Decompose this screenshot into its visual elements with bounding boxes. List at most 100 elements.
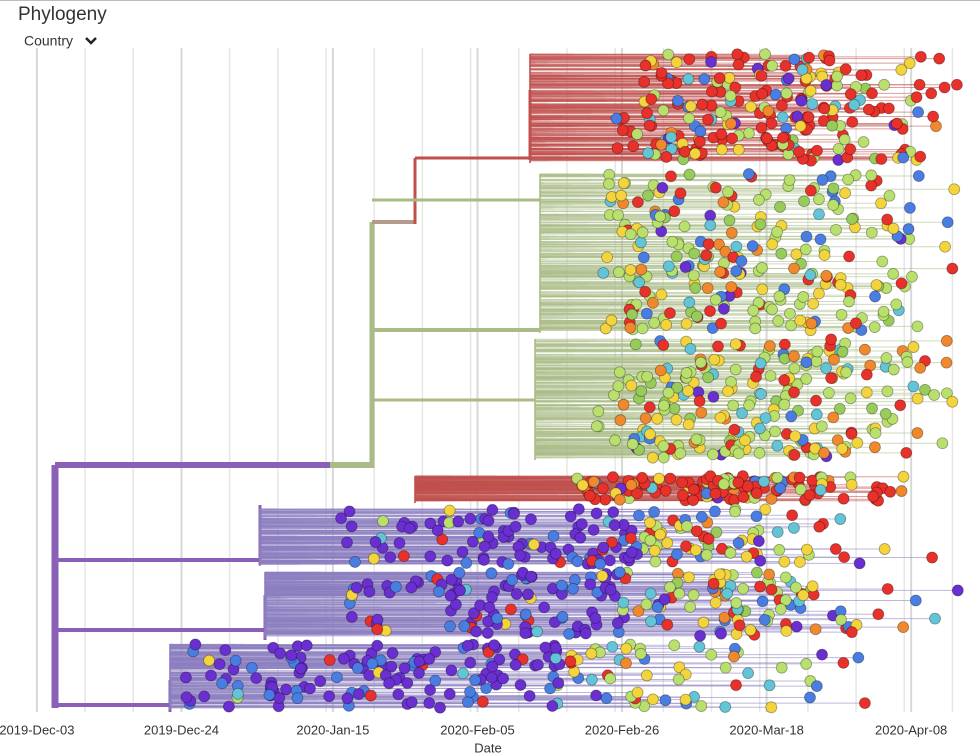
tip bbox=[825, 372, 837, 385]
tip bbox=[704, 305, 716, 317]
tip bbox=[694, 356, 707, 369]
tip bbox=[655, 67, 668, 79]
tip bbox=[660, 318, 673, 331]
tip bbox=[606, 640, 619, 653]
tip bbox=[773, 544, 786, 556]
tip bbox=[671, 381, 684, 394]
tip bbox=[742, 168, 755, 180]
tip bbox=[827, 182, 840, 195]
tip bbox=[702, 238, 715, 251]
tip bbox=[700, 249, 713, 262]
color-by-dropdown[interactable]: Country bbox=[24, 33, 97, 49]
tip bbox=[725, 227, 738, 239]
tip bbox=[939, 240, 951, 253]
tip bbox=[625, 379, 638, 392]
tip bbox=[946, 395, 959, 408]
dropdown-arrow[interactable] bbox=[85, 37, 97, 45]
tip bbox=[690, 310, 703, 323]
tip bbox=[895, 485, 908, 497]
tip bbox=[695, 406, 708, 419]
tip bbox=[349, 556, 361, 568]
tip bbox=[709, 181, 722, 194]
tip bbox=[585, 647, 598, 660]
tip bbox=[676, 489, 689, 502]
tip bbox=[486, 503, 499, 516]
tip bbox=[633, 509, 645, 522]
tip bbox=[398, 662, 411, 675]
tip bbox=[715, 317, 727, 330]
tip bbox=[914, 150, 927, 163]
tip bbox=[800, 230, 813, 243]
tip bbox=[763, 568, 776, 581]
tip bbox=[725, 117, 737, 130]
dropdown-label[interactable]: Country bbox=[24, 33, 73, 49]
tip bbox=[694, 629, 706, 642]
tip bbox=[844, 392, 857, 405]
tip bbox=[683, 296, 696, 309]
tip bbox=[766, 59, 778, 72]
tip bbox=[617, 596, 630, 609]
tip bbox=[679, 693, 692, 706]
tip bbox=[926, 551, 939, 564]
tip bbox=[834, 513, 847, 525]
tip bbox=[647, 296, 659, 309]
tip bbox=[368, 552, 380, 565]
tip bbox=[519, 627, 532, 640]
tip bbox=[732, 537, 745, 549]
tip bbox=[764, 340, 776, 352]
tip bbox=[779, 60, 792, 72]
tip bbox=[836, 442, 849, 455]
tip bbox=[695, 700, 708, 712]
tip bbox=[636, 471, 649, 484]
tip bbox=[809, 623, 822, 636]
tip bbox=[632, 605, 645, 618]
tip bbox=[788, 386, 800, 399]
tip bbox=[444, 620, 456, 633]
tip bbox=[478, 554, 490, 566]
tip bbox=[910, 91, 923, 104]
tip bbox=[865, 179, 878, 192]
tip bbox=[868, 321, 881, 333]
tip bbox=[925, 87, 938, 100]
tip bbox=[881, 385, 894, 398]
tip bbox=[751, 566, 763, 579]
x-tick-label: 2020-Feb-05 bbox=[440, 722, 514, 737]
tip bbox=[752, 296, 765, 309]
tip bbox=[762, 105, 775, 117]
tip bbox=[689, 147, 702, 160]
tip bbox=[653, 472, 665, 485]
tip bbox=[895, 63, 908, 76]
tip bbox=[844, 88, 857, 100]
tip bbox=[636, 226, 649, 239]
tip bbox=[804, 269, 817, 281]
tip bbox=[478, 540, 491, 553]
tip bbox=[672, 673, 685, 686]
tip bbox=[651, 601, 664, 613]
tip bbox=[869, 441, 881, 454]
tip bbox=[352, 688, 365, 701]
tip bbox=[790, 248, 803, 261]
tip bbox=[941, 387, 953, 400]
tip bbox=[571, 555, 584, 568]
tip bbox=[668, 205, 681, 218]
tip bbox=[620, 642, 633, 655]
tip bbox=[682, 571, 695, 584]
tip bbox=[444, 589, 457, 602]
tip bbox=[612, 266, 625, 279]
tip bbox=[884, 485, 897, 498]
tip bbox=[656, 181, 669, 194]
tip bbox=[758, 614, 771, 626]
tip bbox=[608, 389, 620, 402]
tip bbox=[664, 307, 676, 320]
tip bbox=[729, 363, 742, 376]
tip bbox=[701, 282, 714, 295]
tip bbox=[844, 143, 857, 156]
tip bbox=[843, 295, 855, 308]
tip bbox=[775, 661, 788, 674]
tip bbox=[695, 510, 708, 523]
tip bbox=[532, 658, 544, 671]
tip bbox=[668, 402, 681, 415]
tip bbox=[678, 220, 691, 233]
tip bbox=[800, 373, 813, 385]
